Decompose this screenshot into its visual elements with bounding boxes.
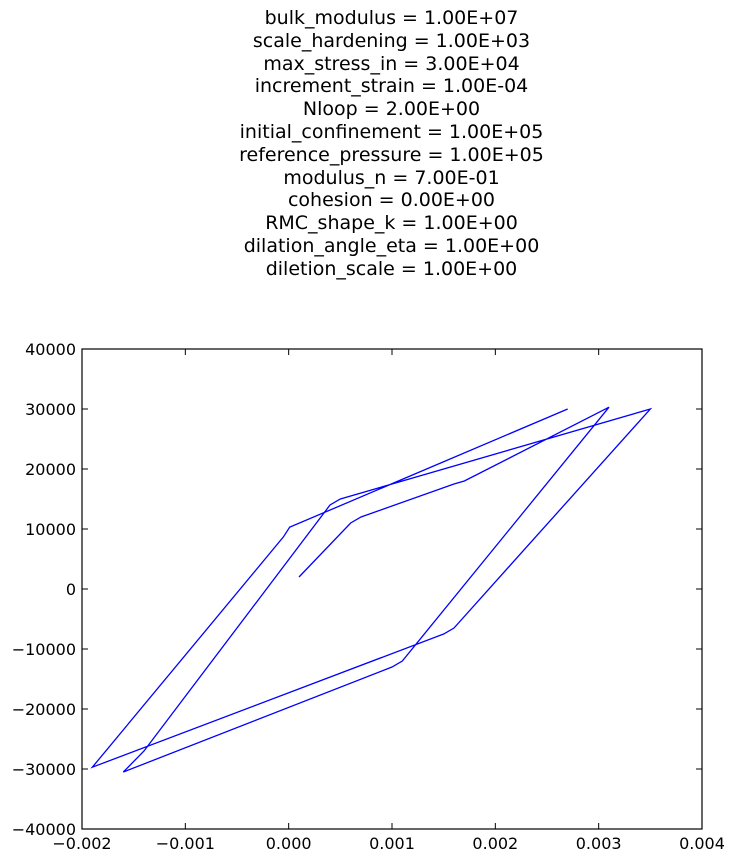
y-tick-label: 0 (66, 580, 76, 599)
title-line: Nloop = 2.00E+00 (302, 98, 481, 121)
axis-ticks: −0.002 −0.001 0.000 0.001 0.002 0.003 0.004 −40… (12, 340, 725, 853)
y-tick-label: −20000 (12, 700, 76, 719)
y-tick-label: 30000 (25, 400, 76, 419)
y-tick-label: 20000 (25, 460, 76, 479)
title-line: modulus_n = 7.00E-01 (283, 166, 500, 189)
title-line: bulk_modulus = 1.00E+07 (264, 7, 519, 29)
y-tick-label: −40000 (12, 820, 76, 839)
chart-title: bulk_modulus = 1.00E+07 scale_hardening =… (0, 7, 735, 281)
y-tick-label: −30000 (12, 760, 76, 779)
title-line: reference_pressure = 1.00E+05 (239, 143, 544, 166)
title-line: initial_confinement = 1.00E+05 (239, 120, 544, 143)
title-line: dilation_angle_eta = 1.00E+00 (243, 234, 540, 257)
series-line (90, 406, 653, 773)
y-tick-label: 10000 (25, 520, 76, 539)
x-tick-label: 0.001 (369, 834, 415, 853)
x-tick-label: −0.002 (52, 834, 111, 853)
title-line: scale_hardening = 1.00E+03 (252, 29, 531, 52)
y-tick-label: −10000 (12, 640, 76, 659)
x-tick-label: 0.000 (266, 834, 312, 853)
x-tick-label: −0.001 (156, 834, 215, 853)
title-line: diletion_scale = 1.00E+00 (265, 257, 518, 280)
title-line: RMC_shape_k = 1.00E+00 (265, 212, 518, 235)
title-line: increment_strain = 1.00E-04 (254, 75, 529, 98)
x-tick-label: 0.004 (679, 834, 725, 853)
title-line: max_stress_in = 3.00E+04 (263, 52, 520, 75)
x-tick-label: 0.003 (576, 834, 622, 853)
x-tick-label: 0.002 (472, 834, 518, 853)
series-layer (90, 406, 653, 773)
y-tick-label: 40000 (25, 340, 76, 359)
title-line: cohesion = 0.00E+00 (287, 189, 496, 212)
